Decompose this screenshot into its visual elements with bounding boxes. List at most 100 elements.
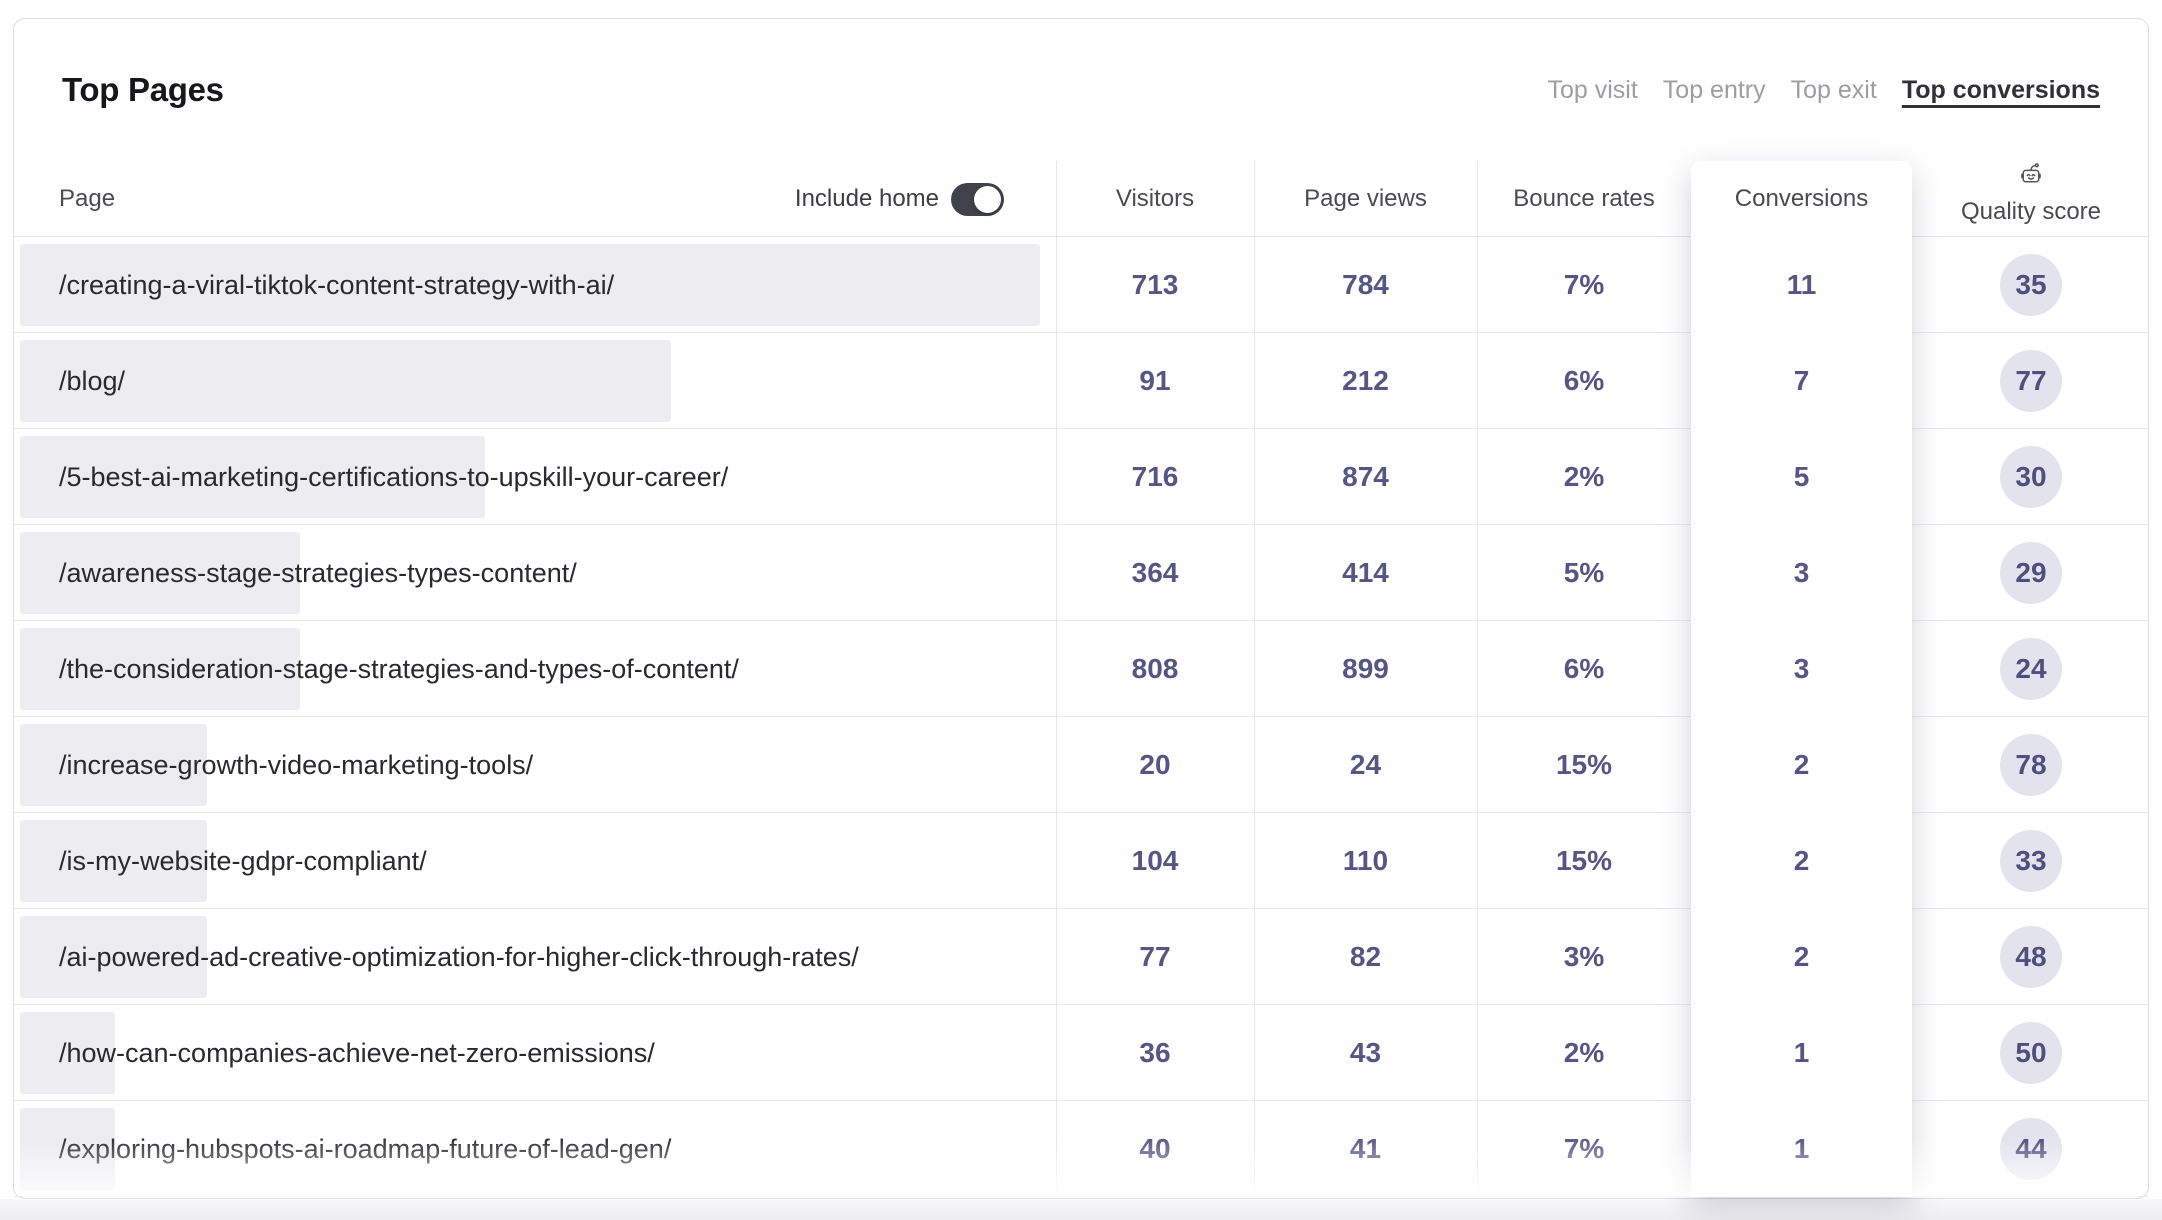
bounce-rate-value: 6%: [1563, 653, 1605, 684]
conversion-bar: [20, 628, 300, 710]
conversion-bar: [20, 1012, 115, 1094]
tab-top-exit[interactable]: Top exit: [1790, 75, 1877, 104]
conversion-bar: [20, 916, 207, 998]
quality-score-badge: 44: [2000, 1118, 2062, 1180]
visitors-value: 808: [1131, 653, 1179, 684]
table-row[interactable]: /the-consideration-stage-strategies-and-…: [14, 621, 2148, 717]
bounce-rate-value: 2%: [1563, 461, 1605, 492]
page-url-link[interactable]: /ai-powered-ad-creative-optimization-for…: [59, 941, 859, 972]
table-row[interactable]: /awareness-stage-strategies-types-conten…: [14, 525, 2148, 621]
conversions-value: 7: [1793, 365, 1810, 396]
column-header-quality-score: Quality score: [1912, 161, 2150, 237]
tab-top-entry[interactable]: Top entry: [1662, 75, 1766, 104]
conversion-bar: [20, 340, 671, 422]
quality-score-cell: 50: [1912, 1005, 2150, 1101]
page-url-link[interactable]: /blog/: [59, 365, 126, 396]
visitors-value: 36: [1139, 1037, 1171, 1068]
table-row[interactable]: /how-can-companies-achieve-net-zero-emis…: [14, 1005, 2148, 1101]
page-views-value: 212: [1342, 365, 1389, 396]
include-home-control: Include home: [14, 161, 1004, 237]
page-bottom-strip: [0, 1199, 2162, 1220]
quality-score-badge: 33: [2000, 830, 2062, 892]
conversion-bar: [20, 532, 300, 614]
page-url-link[interactable]: /the-consideration-stage-strategies-and-…: [59, 653, 739, 684]
conversions-value: 3: [1793, 653, 1810, 684]
visitors-value: 104: [1131, 845, 1179, 876]
page-url-link[interactable]: /increase-growth-video-marketing-tools/: [59, 749, 534, 780]
quality-score-badge: 48: [2000, 926, 2062, 988]
visitors-value: 716: [1131, 461, 1179, 492]
column-divider: [1477, 161, 1478, 1197]
page-views-value: 41: [1349, 1133, 1382, 1164]
bounce-rate-value: 15%: [1555, 845, 1613, 876]
page-views-value: 784: [1342, 269, 1389, 300]
quality-score-badge: 77: [2000, 350, 2062, 412]
conversion-bar: [20, 724, 207, 806]
quality-score-cell: 33: [1912, 813, 2150, 909]
page-views-value: 24: [1349, 749, 1382, 780]
bounce-rate-value: 2%: [1563, 1037, 1605, 1068]
include-home-label: Include home: [794, 185, 939, 212]
conversions-value: 3: [1793, 557, 1810, 588]
visitors-value: 91: [1139, 365, 1171, 396]
card-header: Top Pages Top visit Top entry Top exit T…: [14, 19, 2148, 161]
conversion-bar: [20, 436, 485, 518]
bounce-rate-value: 5%: [1563, 557, 1605, 588]
page-url-link[interactable]: /how-can-companies-achieve-net-zero-emis…: [59, 1037, 655, 1068]
column-header-visitors: Visitors: [1115, 185, 1195, 212]
tab-top-visit[interactable]: Top visit: [1547, 75, 1638, 104]
bounce-rate-value: 7%: [1563, 1133, 1605, 1164]
table-row[interactable]: /increase-growth-video-marketing-tools/ …: [14, 717, 2148, 813]
toggle-knob: [974, 185, 1001, 213]
bounce-rate-value: 15%: [1555, 749, 1613, 780]
column-header-bounce-rates: Bounce rates: [1513, 185, 1655, 212]
visitors-value: 713: [1131, 269, 1179, 300]
bounce-rate-value: 3%: [1563, 941, 1605, 972]
table-row[interactable]: /exploring-hubspots-ai-roadmap-future-of…: [14, 1101, 2148, 1197]
table-body: /creating-a-viral-tiktok-content-strateg…: [14, 237, 2148, 1197]
table-row[interactable]: /blog/ 91 212 6% 7 77: [14, 333, 2148, 429]
table-row[interactable]: /is-my-website-gdpr-compliant/ 104 110 1…: [14, 813, 2148, 909]
quality-score-cell: 77: [1912, 333, 2150, 429]
quality-score-cell: 30: [1912, 429, 2150, 525]
table-row[interactable]: /creating-a-viral-tiktok-content-strateg…: [14, 237, 2148, 333]
quality-score-badge: 50: [2000, 1022, 2062, 1084]
quality-score-cell: 35: [1912, 237, 2150, 333]
conversions-value: 5: [1793, 461, 1810, 492]
table-row[interactable]: /5-best-ai-marketing-certifications-to-u…: [14, 429, 2148, 525]
page-title: Top Pages: [62, 71, 224, 108]
visitors-value: 20: [1139, 749, 1171, 780]
quality-score-cell: 48: [1912, 909, 2150, 1005]
table-row[interactable]: /ai-powered-ad-creative-optimization-for…: [14, 909, 2148, 1005]
page-url-link[interactable]: /is-my-website-gdpr-compliant/: [59, 845, 427, 876]
page-views-value: 110: [1342, 845, 1389, 876]
quality-score-badge: 35: [2000, 254, 2062, 316]
quality-score-badge: 30: [2000, 446, 2062, 508]
column-divider: [1254, 161, 1255, 1197]
page-url-link[interactable]: /5-best-ai-marketing-certifications-to-u…: [59, 461, 729, 492]
conversion-bar: [20, 244, 1040, 326]
visitors-value: 40: [1139, 1133, 1171, 1164]
quality-score-cell: 24: [1912, 621, 2150, 717]
include-home-toggle[interactable]: [951, 182, 1004, 216]
quality-score-badge: 78: [2000, 734, 2062, 796]
metric-tabs: Top visit Top entry Top exit Top convers…: [1547, 76, 2100, 105]
bounce-rate-value: 7%: [1563, 269, 1605, 300]
conversions-value: 2: [1793, 845, 1810, 876]
page-url-link[interactable]: /creating-a-viral-tiktok-content-strateg…: [59, 269, 615, 300]
conversion-bar: [20, 820, 207, 902]
page-url-link[interactable]: /exploring-hubspots-ai-roadmap-future-of…: [59, 1133, 672, 1164]
conversions-value: 11: [1786, 269, 1817, 300]
conversions-value: 2: [1793, 941, 1810, 972]
page-url-link[interactable]: /awareness-stage-strategies-types-conten…: [59, 557, 577, 588]
robot-icon: [1912, 161, 2150, 187]
conversions-elevated-column: Conversions: [1691, 161, 1912, 1197]
quality-score-badge: 29: [2000, 542, 2062, 604]
visitors-value: 364: [1131, 557, 1179, 588]
quality-score-cell: 29: [1912, 525, 2150, 621]
page-views-value: 414: [1342, 557, 1389, 588]
column-header-page: Page: [59, 185, 116, 212]
tab-top-conversions[interactable]: Top conversions: [1901, 75, 2100, 104]
page-views-value: 874: [1342, 461, 1389, 492]
